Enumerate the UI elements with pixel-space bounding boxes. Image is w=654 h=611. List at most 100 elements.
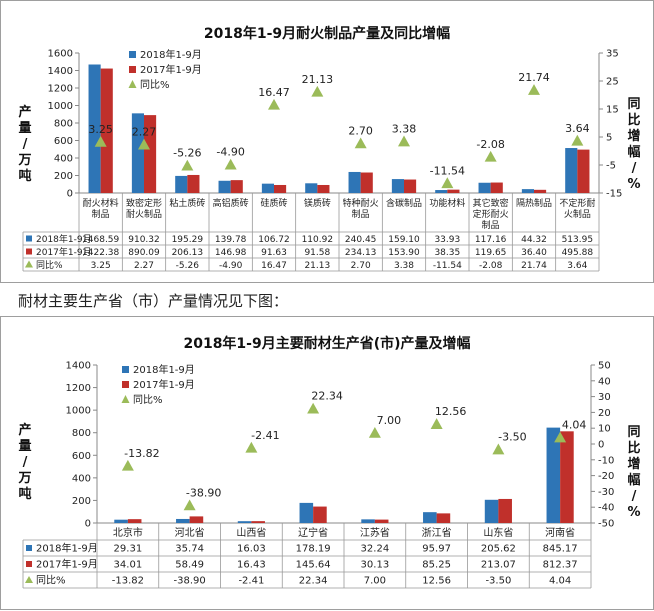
yoy-point-label: -2.08 [476,138,504,151]
yoy-marker [571,134,584,146]
table-cell: -2.08 [479,261,503,271]
legend-swatch [128,80,137,88]
table-cell: 29.31 [114,544,143,555]
table-cell: 2.27 [134,261,154,271]
y2-tick-label: -30 [598,487,614,498]
y-tick-label: 400 [54,154,73,165]
yoy-point-label: 7.00 [377,414,402,427]
table-cell: -13.82 [112,576,144,587]
bar-2017 [274,184,287,193]
table-cell: -38.90 [174,576,206,587]
y2-tick-label: 50 [598,361,611,372]
yoy-marker [245,441,258,453]
table-cell: 890.09 [128,248,160,258]
x-category-label: 辽宁省 [298,526,328,539]
bar-2017 [189,516,204,523]
bar-2018 [521,189,534,193]
y2-tick-label: 25 [606,77,619,88]
x-category-label: 功能材料 [429,197,465,209]
table-cell: 3.38 [394,261,414,271]
y-tick-label: 1400 [48,66,73,77]
bar-2017 [560,431,574,523]
table-cell: 159.10 [388,235,420,245]
table-row-label: 2018年1-9月 [36,233,92,245]
x-category-label: 硅质砖 [260,197,287,209]
table-cell: 30.13 [361,560,390,571]
x-category-label: 其它致密定形耐火制品 [473,197,509,231]
table-cell: -5.26 [176,261,200,271]
table-cell: 495.88 [562,248,594,258]
y2-tick-label: 30 [598,392,611,403]
table-cell: 205.62 [481,544,516,555]
y-tick-label: 400 [72,473,91,484]
table-cell: 22.34 [299,576,328,587]
yoy-marker [268,98,280,110]
table-cell: 58.49 [175,560,204,571]
table-cell: 38.35 [434,248,460,258]
chart-title: 2018年1-9月耐火制品产量及同比增幅 [203,26,451,42]
yoy-point-label: -13.82 [124,447,159,460]
yoy-marker [398,135,410,147]
chart-title: 2018年1-9月主要耐材生产省(市)产量及增幅 [183,336,471,352]
table-cell: 7.00 [364,576,386,587]
table-cell: 36.40 [521,248,547,258]
bar-2017 [144,115,157,193]
x-category-label: 耐火材料制品 [83,197,119,220]
y-tick-label: 600 [54,136,73,147]
y-tick-label: 800 [72,428,91,439]
y2-tick-label: 10 [598,424,611,435]
table-cell: 513.95 [562,235,594,245]
yoy-marker [441,177,454,189]
bar-2017 [577,149,590,193]
legend-label: 2017年1-9月 [133,378,195,391]
x-category-label: 浙江省 [422,526,452,539]
yoy-point-label: 3.64 [565,122,590,135]
chart-panel-refractory-products: 2018年1-9月耐火制品产量及同比增幅 产量 / 万吨 同比增幅 /% 0 200 40… [0,0,654,283]
yoy-point-label: 21.74 [518,71,550,84]
table-cell: 85.25 [422,560,451,571]
y2-tick-label: -15 [606,189,622,200]
y-tick-label: 1000 [66,406,91,417]
yoy-point-label: -11.54 [430,164,465,177]
x-category-label: 隔热制品 [516,197,552,209]
table-legend-swatch [25,576,33,583]
x-category-label: 高铝质砖 [213,197,249,209]
bar-2018 [88,64,101,193]
x-category-label: 特种耐火制品 [343,197,379,220]
bar-2018 [423,512,437,523]
table-cell: 106.72 [258,235,290,245]
y-tick-label: 1200 [66,383,91,394]
y2-tick-label: -5 [606,161,616,172]
y2-tick-label: 5 [606,133,612,144]
y2-axis-label: 同比增幅 /% [627,425,641,520]
x-category-label: 致密定形耐火制品 [126,197,162,220]
x-category-label: 河南省 [545,526,575,539]
bar-2018 [348,171,361,193]
bar-2018 [435,190,448,193]
table-cell: 910.32 [128,235,160,245]
bar-2018 [299,502,314,523]
yoy-marker [224,158,237,170]
legend-swatch [121,395,130,403]
table-cell: 1468.59 [82,235,119,245]
x-category-label: 北京市 [113,526,143,539]
y-tick-label: 0 [67,189,73,200]
yoy-point-label: 21.13 [302,73,334,86]
yoy-marker [94,135,107,147]
y2-tick-label: 0 [598,440,604,451]
table-cell: 812.37 [543,560,578,571]
y2-tick-label: 35 [606,49,619,60]
table-cell: 32.24 [361,544,390,555]
bar-2018 [391,179,404,193]
bar-2018 [131,113,144,193]
table-cell: 95.97 [422,544,451,555]
yoy-marker [484,150,497,162]
yoy-marker [368,426,381,438]
table-legend-swatch [26,545,32,551]
yoy-marker [138,138,150,150]
bar-2017 [436,513,451,523]
bar-2018 [305,183,318,193]
table-cell: 3.64 [567,261,587,271]
y2-tick-label: 20 [598,408,611,419]
table-cell: 16.47 [261,261,287,271]
